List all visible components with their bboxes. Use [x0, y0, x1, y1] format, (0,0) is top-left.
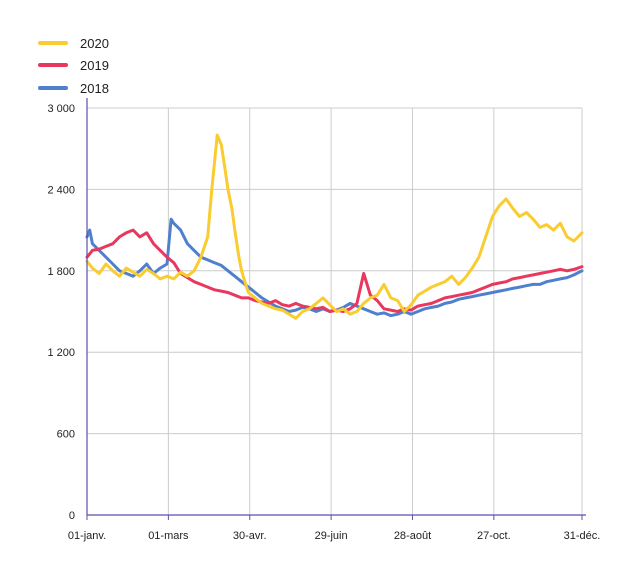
- legend-swatch-2020: [38, 41, 68, 45]
- legend-label-2020: 2020: [80, 35, 109, 51]
- y-tick-label: 0: [69, 510, 75, 522]
- y-tick-label: 1 200: [47, 347, 75, 359]
- series-line-2018: [85, 217, 584, 318]
- x-tick-label: 01-janv.: [68, 530, 106, 542]
- y-tick-label: 1 800: [47, 266, 75, 278]
- x-tick-label: 29-juin: [315, 530, 348, 542]
- y-tick-label: 600: [57, 429, 75, 441]
- legend-item-2018[interactable]: 2018: [38, 78, 109, 98]
- x-tick-label: 31-déc.: [564, 530, 601, 542]
- series-line-2020: [85, 133, 584, 320]
- y-tick-label: 3 000: [47, 103, 75, 115]
- legend-swatch-2018: [38, 86, 68, 90]
- legend-item-2020[interactable]: 2020: [38, 33, 109, 53]
- x-tick-label: 27-oct.: [477, 530, 511, 542]
- legend-swatch-2019: [38, 63, 68, 67]
- series-line-2019: [85, 228, 584, 313]
- x-tick-label: 30-avr.: [233, 530, 267, 542]
- legend-label-2018: 2018: [80, 80, 109, 96]
- legend-item-2019[interactable]: 2019: [38, 55, 109, 75]
- legend-label-2019: 2019: [80, 57, 109, 73]
- chart-series: [85, 133, 584, 320]
- x-tick-label: 28-août: [394, 530, 431, 542]
- y-tick-label: 2 400: [47, 184, 75, 196]
- x-tick-label: 01-mars: [148, 530, 189, 542]
- chart-axes: 0 600 1 200 1 800 2 400 3 000 01-janv. 01-mars 3…: [47, 98, 600, 542]
